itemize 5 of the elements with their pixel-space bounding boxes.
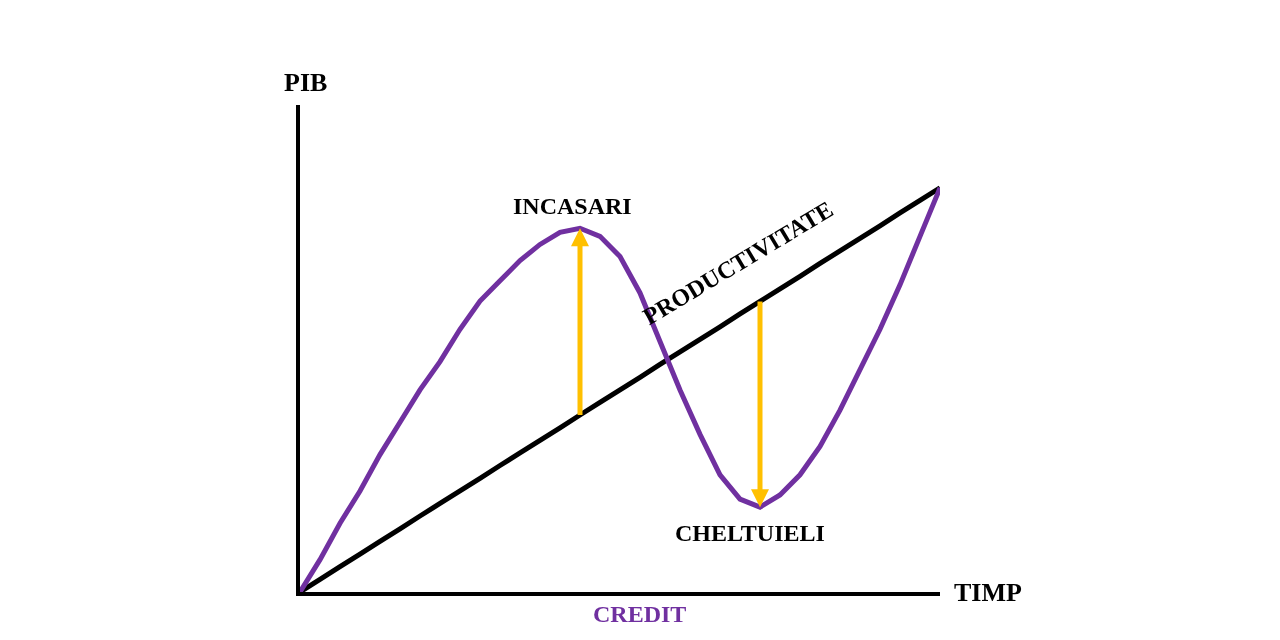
x-axis-title: TIMP [954,578,1022,607]
y-axis-title: PIB [284,68,328,97]
annotation: CHELTUIELI [675,520,825,546]
annotation: INCASARI [513,193,632,219]
text: CREDIT [593,601,687,627]
